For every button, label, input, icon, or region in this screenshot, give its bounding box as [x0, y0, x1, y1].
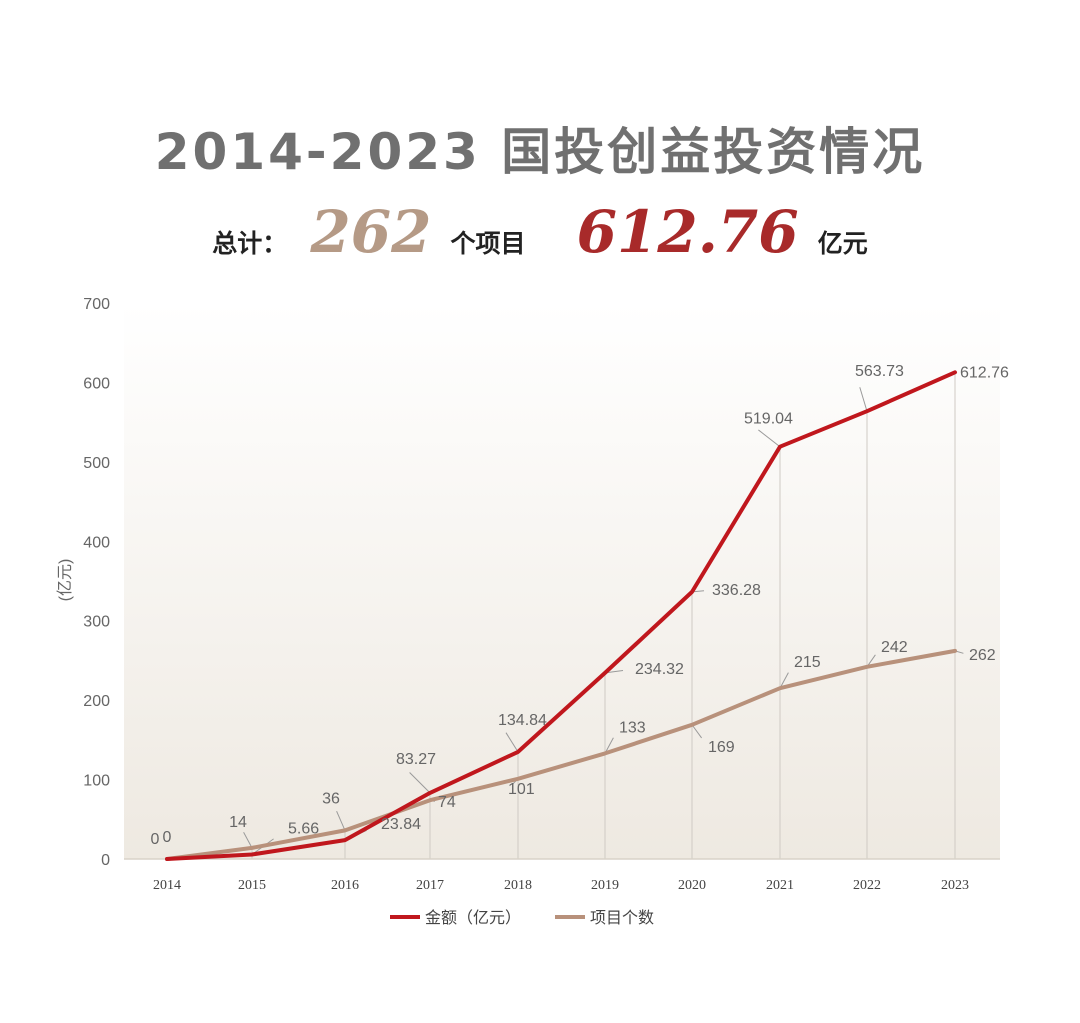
label-leader — [505, 732, 519, 753]
amount-data-label: 0 — [163, 829, 172, 846]
count-data-label: 242 — [881, 639, 908, 656]
total-amount-value: 612.76 — [576, 198, 799, 266]
y-tick-label: 600 — [83, 375, 110, 392]
amount-data-label: 134.84 — [498, 712, 547, 729]
amount-data-label: 23.84 — [381, 816, 421, 833]
amount-data-label: 5.66 — [288, 821, 319, 838]
count-data-label: 101 — [508, 781, 535, 798]
y-axis-ticks: 0 100 200 300 400 500 600 700 — [83, 296, 110, 869]
total-amount-unit: 亿元 — [817, 229, 868, 258]
y-axis-label: (亿元) — [56, 559, 74, 602]
label-leader — [779, 672, 789, 689]
label-leader — [336, 811, 346, 831]
chart-title: 2014-2023 国投创益投资情况 — [154, 123, 926, 181]
vertical-guides — [251, 372, 956, 859]
legend-label-count: 项目个数 — [590, 908, 654, 927]
y-tick-label: 700 — [83, 296, 110, 313]
x-tick-label: 2018 — [504, 878, 532, 893]
count-series-line — [165, 648, 957, 861]
x-tick-label: 2016 — [331, 878, 359, 893]
label-leader — [859, 387, 868, 412]
x-tick-label: 2017 — [416, 878, 444, 893]
amount-data-label: 336.28 — [712, 582, 761, 599]
data-labels: 0 5.66 23.84 83.27 134.84 234.32 336.28 519.04 5… — [151, 363, 1009, 848]
count-data-label: 74 — [438, 794, 456, 811]
x-tick-label: 2020 — [678, 878, 706, 893]
legend-label-amount: 金额（亿元） — [425, 908, 521, 927]
count-data-label: 169 — [708, 739, 735, 756]
y-tick-label: 300 — [83, 614, 110, 631]
summary-line: 总计： 262 个项目 612.76 亿元 — [0, 198, 1080, 266]
y-tick-label: 100 — [83, 773, 110, 790]
count-data-label: 0 — [151, 831, 160, 848]
amount-data-label: 563.73 — [855, 363, 904, 380]
label-leader — [409, 772, 431, 794]
y-tick-label: 400 — [83, 534, 110, 551]
x-tick-label: 2022 — [853, 878, 881, 893]
x-tick-label: 2015 — [238, 878, 266, 893]
count-data-label: 14 — [229, 814, 247, 831]
summary-label: 总计： — [212, 229, 288, 258]
legend: 金额（亿元） 项目个数 — [390, 908, 654, 927]
amount-data-label: 612.76 — [960, 364, 1009, 381]
plot-background — [124, 303, 1000, 859]
x-tick-label: 2019 — [591, 878, 619, 893]
label-leader — [691, 724, 703, 739]
series-lines — [165, 370, 957, 861]
count-data-label: 262 — [969, 647, 996, 664]
amount-series-line — [165, 370, 957, 861]
label-leader — [758, 429, 781, 448]
y-tick-label: 500 — [83, 455, 110, 472]
count-data-label: 133 — [619, 719, 646, 736]
amount-data-label: 83.27 — [396, 751, 436, 768]
label-leader — [243, 832, 253, 849]
count-data-label: 36 — [322, 790, 340, 807]
amount-data-label: 234.32 — [635, 661, 684, 678]
project-count-unit: 个项目 — [450, 229, 526, 258]
x-tick-label: 2023 — [941, 878, 969, 893]
amount-data-label: 519.04 — [744, 411, 793, 428]
x-tick-label: 2014 — [153, 878, 181, 893]
x-tick-label: 2021 — [766, 878, 794, 893]
x-axis-ticks: 2014 2015 2016 2017 2018 2019 2020 2021 2022 2023 — [153, 878, 969, 893]
y-tick-label: 0 — [101, 852, 110, 869]
y-tick-label: 200 — [83, 693, 110, 710]
count-data-label: 215 — [794, 654, 821, 671]
label-leader — [604, 737, 614, 754]
project-count-value: 262 — [310, 198, 432, 266]
